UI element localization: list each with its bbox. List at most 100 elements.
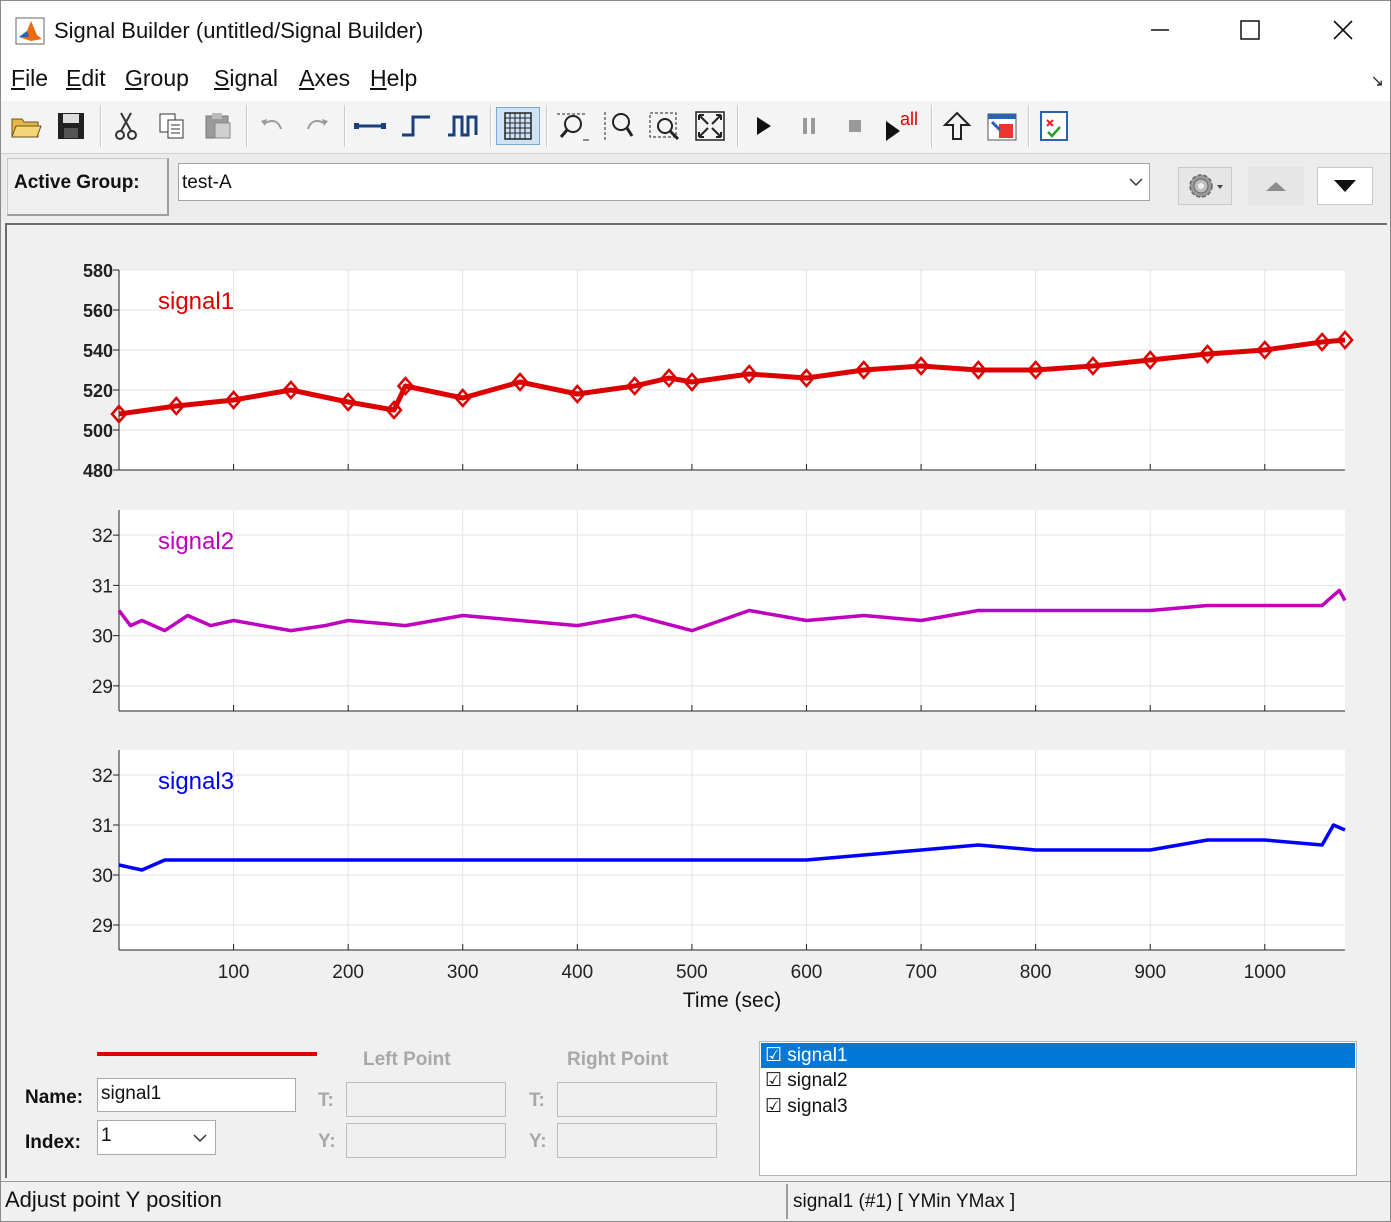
chevron-down-icon[interactable] xyxy=(1127,169,1145,195)
menu-dock-arrow-icon[interactable]: ↘ xyxy=(1370,73,1384,90)
data-point-marker[interactable] xyxy=(339,392,357,412)
x-tick-label: 600 xyxy=(791,962,823,983)
group-settings-button[interactable] xyxy=(1178,167,1232,205)
left-point-y-input[interactable] xyxy=(346,1123,506,1158)
maximize-button[interactable] xyxy=(1205,1,1295,59)
axes-signal3[interactable]: 32 31 30 29 signal3 100 200 300 400 500 600 700 800 9… xyxy=(92,750,1346,1012)
data-point-marker[interactable] xyxy=(282,380,300,400)
data-point-marker[interactable] xyxy=(912,356,930,376)
pause-button[interactable] xyxy=(790,107,828,145)
y-tick-label: 540 xyxy=(83,341,113,361)
stop-button[interactable] xyxy=(836,107,874,145)
y-tick-label: 30 xyxy=(92,866,113,887)
x-tick-label: 900 xyxy=(1134,962,1166,983)
data-point-marker[interactable] xyxy=(167,396,185,416)
data-point-marker[interactable] xyxy=(969,360,988,380)
pulse-button[interactable] xyxy=(443,107,481,145)
next-group-button[interactable] xyxy=(1317,167,1373,205)
signal-index-select[interactable]: 1 xyxy=(97,1120,216,1155)
copy-button[interactable] xyxy=(153,107,191,145)
previous-group-button[interactable] xyxy=(1248,167,1304,205)
move-up-button[interactable] xyxy=(938,107,976,145)
right-point-t-input[interactable] xyxy=(557,1082,717,1117)
menu-group[interactable]: Group xyxy=(125,65,189,91)
axes-signal1[interactable]: 580 560 540 520 500 480 signal1 xyxy=(83,261,1354,481)
data-point-marker[interactable] xyxy=(1026,360,1045,380)
data-point-marker[interactable] xyxy=(1084,356,1102,376)
constant-button[interactable] xyxy=(351,107,389,145)
data-point-marker[interactable] xyxy=(855,360,873,380)
signal-index-value: 1 xyxy=(101,1125,112,1146)
data-point-marker[interactable] xyxy=(1198,344,1217,364)
left-point-t-input[interactable] xyxy=(346,1082,506,1117)
menu-help[interactable]: Help xyxy=(370,65,418,91)
data-point-marker[interactable] xyxy=(1336,330,1354,350)
cut-button[interactable] xyxy=(107,107,145,145)
x-axis-label: Time (sec) xyxy=(683,989,781,1012)
zoom-y-button[interactable] xyxy=(599,107,637,145)
left-y-label: Y: xyxy=(318,1131,336,1152)
active-group-select[interactable] xyxy=(178,163,1150,201)
minimize-button[interactable] xyxy=(1115,1,1205,59)
signal-label-signal3: signal3 xyxy=(158,768,234,795)
data-point-marker[interactable] xyxy=(1141,350,1159,370)
requirements-button[interactable] xyxy=(1035,107,1073,145)
data-point-marker[interactable] xyxy=(797,368,816,388)
data-point-marker[interactable] xyxy=(454,388,472,408)
data-point-marker[interactable] xyxy=(511,372,529,392)
open-button[interactable] xyxy=(7,107,45,145)
data-point-marker[interactable] xyxy=(683,372,701,392)
axes-signal2[interactable]: 32 31 30 29 signal2 xyxy=(92,510,1347,712)
zoom-y-icon xyxy=(604,112,634,140)
data-point-marker[interactable] xyxy=(224,390,243,410)
x-tick-label: 700 xyxy=(905,962,937,983)
series-line-signal1[interactable] xyxy=(118,337,1346,417)
menu-axes[interactable]: Axes xyxy=(299,65,351,91)
plot-area[interactable] xyxy=(119,750,1345,950)
data-point-marker[interactable] xyxy=(625,376,644,396)
grid-toggle-button[interactable] xyxy=(496,107,540,145)
data-point-marker[interactable] xyxy=(110,404,128,424)
signal-name-input[interactable]: signal1 xyxy=(97,1078,296,1112)
menu-edit[interactable]: Edit xyxy=(66,65,106,91)
zoom-x-icon xyxy=(557,113,589,141)
series-line-signal3[interactable] xyxy=(118,823,1346,872)
zoom-xy-button[interactable] xyxy=(645,107,683,145)
series-line-signal2[interactable] xyxy=(117,588,1347,633)
data-point-marker[interactable] xyxy=(1256,340,1274,360)
zoom-x-button[interactable] xyxy=(553,107,591,145)
signal-list-item[interactable]: ☑ signal3 xyxy=(765,1096,848,1117)
show-verification-button[interactable] xyxy=(983,107,1021,145)
fit-to-view-icon xyxy=(695,111,725,141)
fit-to-view-button[interactable] xyxy=(691,107,729,145)
x-tick-label: 400 xyxy=(561,962,593,983)
undo-icon xyxy=(261,119,282,130)
data-point-marker[interactable] xyxy=(568,384,586,404)
run-all-label: all xyxy=(900,109,918,129)
data-point-marker[interactable] xyxy=(660,368,678,388)
play-button[interactable] xyxy=(744,107,782,145)
redo-button[interactable] xyxy=(298,107,336,145)
active-group-label-box xyxy=(7,158,169,216)
step-button[interactable] xyxy=(397,107,435,145)
menu-file[interactable]: File xyxy=(11,65,49,91)
signal-plots: 580 560 540 520 500 480 signal1 32 31 30 29 signal2… xyxy=(83,261,1354,1012)
signal-list-item[interactable]: ☑ signal1 xyxy=(761,1043,1355,1068)
data-point-marker[interactable] xyxy=(396,376,415,396)
save-button[interactable] xyxy=(52,107,90,145)
plot-area[interactable] xyxy=(119,270,1345,470)
paste-button[interactable] xyxy=(199,107,237,145)
run-all-button[interactable]: all xyxy=(881,107,923,145)
data-point-marker[interactable] xyxy=(1313,332,1331,352)
right-point-y-input[interactable] xyxy=(557,1123,717,1158)
signal-list-item[interactable]: ☑ signal2 xyxy=(765,1070,848,1091)
data-point-marker[interactable] xyxy=(740,364,758,384)
toolbar: all xyxy=(1,101,1390,154)
signal-list[interactable]: ☑ signal1 ☑ signal2 ☑ signal3 xyxy=(759,1041,1357,1176)
close-button[interactable] xyxy=(1298,1,1388,59)
menu-signal[interactable]: Signal xyxy=(214,65,278,91)
active-group-label: Active Group: xyxy=(14,172,140,193)
undo-button[interactable] xyxy=(253,107,291,145)
data-point-marker[interactable] xyxy=(385,400,403,420)
grid-icon xyxy=(504,112,532,140)
